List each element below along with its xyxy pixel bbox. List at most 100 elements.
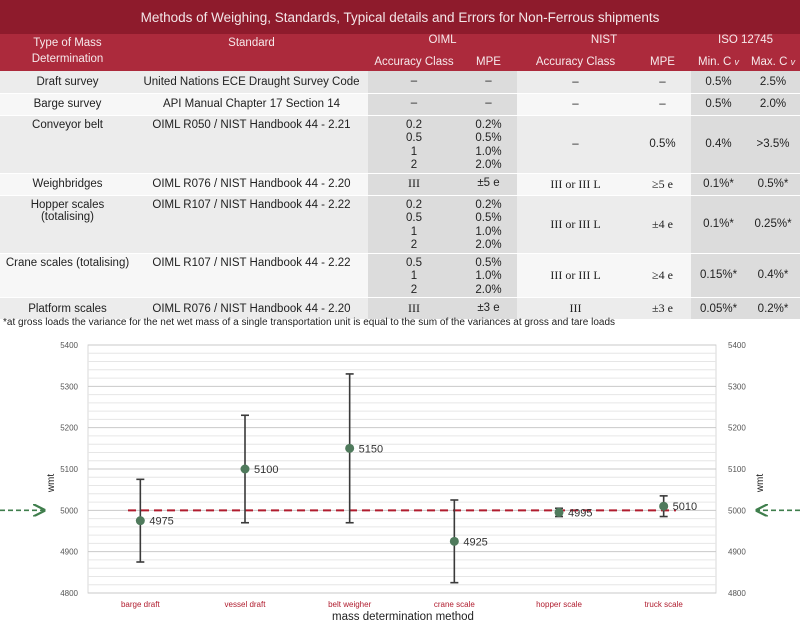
cell-nist-mpe: ±4 e bbox=[634, 195, 692, 254]
cell-oiml-class-line: – bbox=[410, 75, 418, 87]
cell-min-cv: 0.4% bbox=[691, 115, 747, 174]
cell-oiml-mpe-line: 1.0% bbox=[475, 225, 502, 238]
table-row: Weighbridges OIML R076 / NIST Handbook 44… bbox=[0, 173, 800, 196]
cell-oiml-class-line: 2 bbox=[410, 283, 418, 296]
y-tick-label-right: 5000 bbox=[728, 506, 746, 515]
cell-type: Crane scales (totalising) bbox=[0, 253, 135, 298]
cell-nist-class: III or III L bbox=[517, 253, 634, 298]
data-point bbox=[240, 464, 250, 474]
data-label: 5010 bbox=[673, 501, 697, 513]
cell-type: Hopper scales (totalising) bbox=[0, 195, 135, 254]
cell-nist-mpe: 0.5% bbox=[634, 115, 692, 174]
cell-oiml-class-line: III bbox=[408, 176, 420, 191]
cell-oiml-mpe-line: 2.0% bbox=[475, 159, 502, 171]
cell-oiml-class: III bbox=[368, 297, 460, 320]
cell-oiml-class-line: – bbox=[410, 97, 418, 110]
table-row: Hopper scales (totalising) OIML R107 / NI… bbox=[0, 195, 800, 254]
table-row: Barge survey API Manual Chapter 17 Sectio… bbox=[0, 93, 800, 116]
header-nist: NIST bbox=[517, 34, 692, 53]
header-iso: ISO 12745 bbox=[691, 34, 800, 53]
cell-min-cv: 0.1%* bbox=[691, 173, 747, 196]
cell-oiml-class-line: 0.2 bbox=[406, 118, 422, 131]
cell-oiml-mpe: – bbox=[460, 71, 517, 94]
x-category-label: hopper scale bbox=[536, 600, 582, 609]
cell-type: Draft survey bbox=[0, 71, 135, 94]
cell-oiml-mpe: 0.2% 0.5% 1.0% 2.0% bbox=[460, 195, 517, 254]
cell-max-cv: 0.5%* bbox=[746, 173, 800, 196]
cell-min-cv: 0.5% bbox=[691, 71, 747, 94]
cell-nist-class: III or III L bbox=[517, 173, 634, 196]
cell-oiml-mpe-line: 0.2% bbox=[475, 118, 502, 131]
cell-max-cv: >3.5% bbox=[746, 115, 800, 174]
y-tick-label-left: 5400 bbox=[60, 341, 78, 350]
y-tick-label-left: 5300 bbox=[60, 382, 78, 391]
header-nist-accuracy: Accuracy Class bbox=[517, 53, 634, 71]
data-label: 4925 bbox=[463, 536, 487, 548]
x-axis-label: mass determination method bbox=[332, 611, 474, 623]
header-standard-blank bbox=[135, 53, 368, 71]
cell-oiml-mpe: ±5 e bbox=[460, 173, 517, 196]
table-row: Platform scales OIML R076 / NIST Handbook… bbox=[0, 297, 800, 320]
cell-oiml-class-line: 1 bbox=[410, 270, 418, 282]
cell-oiml-class-line: 1 bbox=[410, 225, 418, 238]
cell-oiml-mpe-line: 0.5% bbox=[475, 212, 502, 224]
min-cv-label: Min. C bbox=[698, 56, 732, 68]
cell-oiml-class-line: 0.2 bbox=[406, 198, 422, 211]
cell-oiml-class-line: 0.5 bbox=[406, 212, 422, 224]
cell-nist-class: – bbox=[517, 93, 634, 116]
header-row-sub: Accuracy Class MPE Accuracy Class MPE Mi… bbox=[0, 53, 800, 71]
cell-standard: API Manual Chapter 17 Section 14 bbox=[135, 93, 368, 116]
cell-oiml-class: 0.5 1 2 bbox=[368, 253, 460, 298]
cell-min-cv: 0.15%* bbox=[691, 253, 747, 298]
y-tick-label-right: 5400 bbox=[728, 341, 746, 350]
cell-max-cv: 0.2%* bbox=[746, 297, 800, 320]
cell-oiml-mpe-line: 1.0% bbox=[475, 270, 502, 282]
y-tick-label-left: 4800 bbox=[60, 589, 78, 598]
header-row-top: Type of Mass Determination Standard OIML… bbox=[0, 34, 800, 71]
x-category-label: vessel draft bbox=[225, 600, 267, 609]
y-tick-label-left: 5200 bbox=[60, 424, 78, 433]
cell-oiml-class-line: 1 bbox=[410, 145, 418, 158]
cell-oiml-mpe-line: ±3 e bbox=[477, 301, 500, 314]
cell-oiml-mpe: 0.5% 1.0% 2.0% bbox=[460, 253, 517, 298]
header-max-cv: Max. C v bbox=[746, 53, 800, 71]
y-tick-label-right: 5300 bbox=[728, 382, 746, 391]
cell-oiml-mpe-line: 1.0% bbox=[475, 145, 502, 158]
cell-oiml-class: – bbox=[368, 93, 460, 116]
cell-min-cv: 0.05%* bbox=[691, 297, 747, 320]
header-oiml-mpe: MPE bbox=[460, 53, 517, 71]
cell-max-cv: 0.25%* bbox=[746, 195, 800, 254]
cell-type: Weighbridges bbox=[0, 173, 135, 196]
x-category-label: barge draft bbox=[121, 600, 160, 609]
cell-standard: United Nations ECE Draught Survey Code bbox=[135, 71, 368, 94]
cell-max-cv: 2.0% bbox=[746, 93, 800, 116]
y-ticks-group: 4800 4800 4900 4900 5000 5000 5100 5100 5200 5200… bbox=[60, 341, 746, 598]
cell-standard: OIML R107 / NIST Handbook 44 - 2.22 bbox=[135, 253, 368, 298]
cell-type: Platform scales bbox=[0, 297, 135, 320]
cell-oiml-mpe-line: 2.0% bbox=[475, 283, 502, 296]
cell-oiml-mpe-line: 0.5% bbox=[475, 256, 502, 269]
cell-oiml-class: 0.2 0.5 1 2 bbox=[368, 115, 460, 174]
cell-oiml-mpe-line: ±5 e bbox=[477, 177, 500, 190]
table-title-text: Methods of Weighing, Standards, Typical … bbox=[140, 9, 660, 25]
y-tick-label-left: 5100 bbox=[60, 465, 78, 474]
cell-nist-mpe: ±3 e bbox=[634, 297, 692, 320]
cell-nist-mpe: ≥4 e bbox=[634, 253, 692, 298]
cell-nist-class: III or III L bbox=[517, 195, 634, 254]
cell-oiml-class-line: 2 bbox=[410, 239, 418, 251]
y-tick-label-right: 5100 bbox=[728, 465, 746, 474]
cell-oiml-class: 0.2 0.5 1 2 bbox=[368, 195, 460, 254]
header-min-cv: Min. C v bbox=[691, 53, 747, 71]
y-tick-label-right: 5200 bbox=[728, 424, 746, 433]
cell-nist-mpe: – bbox=[634, 93, 692, 116]
cell-oiml-mpe: ±3 e bbox=[460, 297, 517, 320]
data-point bbox=[135, 516, 145, 526]
x-category-label: truck scale bbox=[645, 600, 684, 609]
cell-oiml-mpe-line: – bbox=[485, 75, 492, 87]
error-bars-group: 4975 5100 5150 4925 4995 5010 bbox=[135, 373, 697, 584]
cell-oiml-mpe-line: 2.0% bbox=[475, 239, 502, 251]
cell-oiml-class-line: 0.5 bbox=[406, 132, 422, 144]
data-point bbox=[554, 507, 564, 517]
cell-standard: OIML R076 / NIST Handbook 44 - 2.20 bbox=[135, 297, 368, 320]
cell-max-cv: 0.4%* bbox=[746, 253, 800, 298]
